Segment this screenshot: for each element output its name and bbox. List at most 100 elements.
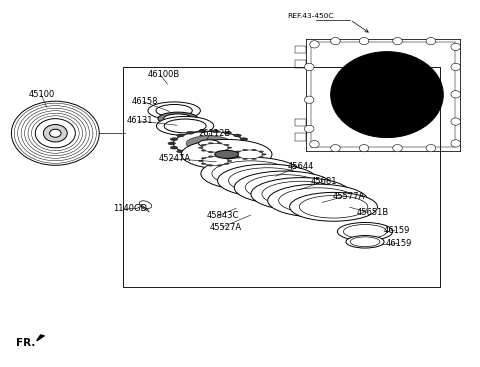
- Ellipse shape: [236, 151, 240, 152]
- Ellipse shape: [310, 141, 319, 148]
- Ellipse shape: [360, 145, 369, 152]
- Ellipse shape: [227, 160, 232, 162]
- Ellipse shape: [199, 160, 203, 162]
- Ellipse shape: [212, 154, 219, 157]
- Text: 26112B: 26112B: [198, 129, 230, 138]
- Text: 45247A: 45247A: [159, 154, 191, 163]
- Ellipse shape: [259, 151, 264, 152]
- Ellipse shape: [262, 181, 340, 207]
- Ellipse shape: [228, 168, 307, 193]
- Ellipse shape: [201, 163, 206, 164]
- Text: 46131: 46131: [126, 116, 153, 126]
- Ellipse shape: [451, 43, 460, 51]
- Ellipse shape: [217, 165, 222, 166]
- Ellipse shape: [202, 143, 228, 152]
- Ellipse shape: [304, 63, 314, 70]
- Ellipse shape: [168, 119, 202, 131]
- Text: 46159: 46159: [383, 226, 409, 235]
- Ellipse shape: [170, 146, 178, 149]
- Text: 46158: 46158: [131, 97, 158, 106]
- Ellipse shape: [227, 147, 232, 149]
- Ellipse shape: [177, 150, 184, 153]
- Ellipse shape: [259, 156, 264, 158]
- Ellipse shape: [234, 134, 241, 137]
- Ellipse shape: [201, 157, 301, 190]
- Ellipse shape: [217, 142, 222, 144]
- Ellipse shape: [243, 158, 248, 160]
- Ellipse shape: [43, 124, 67, 142]
- Ellipse shape: [35, 119, 75, 148]
- Ellipse shape: [393, 145, 402, 152]
- Ellipse shape: [215, 150, 239, 159]
- Ellipse shape: [451, 91, 460, 98]
- Ellipse shape: [201, 157, 206, 159]
- Ellipse shape: [164, 114, 192, 123]
- Ellipse shape: [177, 134, 184, 137]
- Ellipse shape: [236, 156, 240, 158]
- Ellipse shape: [224, 157, 229, 159]
- Ellipse shape: [224, 144, 229, 146]
- Ellipse shape: [360, 37, 369, 45]
- Ellipse shape: [300, 196, 368, 218]
- Ellipse shape: [224, 131, 231, 134]
- Ellipse shape: [212, 130, 219, 133]
- Ellipse shape: [451, 140, 460, 147]
- Ellipse shape: [289, 192, 377, 221]
- Ellipse shape: [139, 201, 152, 208]
- Ellipse shape: [208, 165, 213, 166]
- Ellipse shape: [262, 154, 266, 155]
- Ellipse shape: [181, 139, 272, 169]
- Ellipse shape: [331, 37, 340, 45]
- Ellipse shape: [242, 142, 250, 145]
- Ellipse shape: [187, 131, 194, 134]
- Text: 46100B: 46100B: [148, 70, 180, 79]
- Ellipse shape: [212, 161, 290, 186]
- Ellipse shape: [208, 156, 213, 157]
- Ellipse shape: [224, 163, 229, 164]
- Ellipse shape: [243, 149, 248, 150]
- Ellipse shape: [12, 101, 99, 165]
- Ellipse shape: [208, 152, 213, 153]
- Ellipse shape: [304, 125, 314, 132]
- Ellipse shape: [173, 131, 245, 156]
- Ellipse shape: [217, 152, 222, 153]
- Text: 45843C: 45843C: [206, 211, 239, 220]
- Ellipse shape: [156, 105, 192, 117]
- Ellipse shape: [426, 145, 436, 152]
- Ellipse shape: [224, 150, 229, 151]
- Ellipse shape: [224, 153, 231, 156]
- Ellipse shape: [199, 130, 206, 133]
- Ellipse shape: [201, 144, 206, 146]
- Ellipse shape: [217, 164, 318, 197]
- Ellipse shape: [201, 150, 206, 151]
- Text: 1140GD: 1140GD: [114, 204, 147, 214]
- Ellipse shape: [331, 145, 340, 152]
- Ellipse shape: [170, 138, 178, 141]
- Ellipse shape: [268, 184, 368, 217]
- Text: 45651B: 45651B: [357, 208, 389, 217]
- Ellipse shape: [187, 153, 194, 156]
- Text: 45577A: 45577A: [333, 192, 365, 201]
- Ellipse shape: [251, 178, 351, 211]
- Ellipse shape: [199, 147, 203, 149]
- Ellipse shape: [234, 150, 241, 153]
- Ellipse shape: [240, 146, 248, 149]
- Text: REF.43-450C: REF.43-450C: [287, 12, 333, 18]
- Ellipse shape: [344, 225, 386, 239]
- Ellipse shape: [346, 236, 384, 248]
- Ellipse shape: [451, 63, 460, 70]
- Text: 46159: 46159: [386, 239, 412, 248]
- Ellipse shape: [161, 117, 209, 133]
- Text: FR.: FR.: [16, 338, 35, 348]
- Ellipse shape: [331, 52, 444, 138]
- Ellipse shape: [217, 156, 222, 157]
- Ellipse shape: [199, 154, 206, 157]
- Ellipse shape: [279, 188, 357, 214]
- Ellipse shape: [234, 171, 335, 204]
- Text: 45644: 45644: [288, 161, 314, 171]
- Polygon shape: [36, 335, 44, 341]
- Ellipse shape: [304, 96, 314, 103]
- Ellipse shape: [233, 154, 238, 155]
- Text: 45100: 45100: [29, 90, 55, 99]
- Ellipse shape: [208, 142, 213, 144]
